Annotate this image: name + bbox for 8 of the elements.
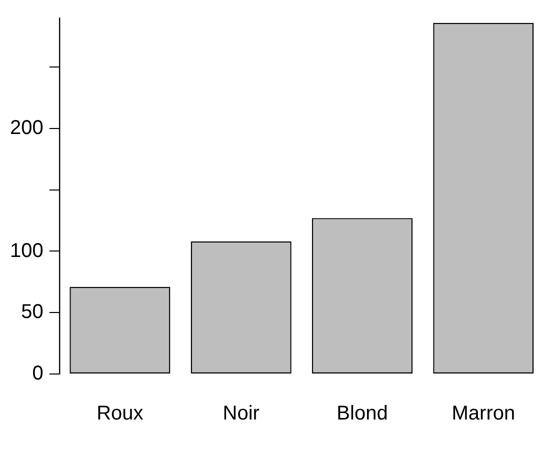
y-tick-label: 100 [10, 240, 44, 262]
x-tick-label: Roux [96, 402, 144, 425]
y-tick-label: 0 [32, 362, 44, 385]
x-tick-label: Blond [336, 402, 388, 425]
x-tick-label: Marron [452, 402, 516, 425]
y-tick-label: 50 [21, 301, 44, 324]
y-tick-label: 200 [10, 117, 44, 139]
x-tick-label: Noir [222, 402, 260, 425]
